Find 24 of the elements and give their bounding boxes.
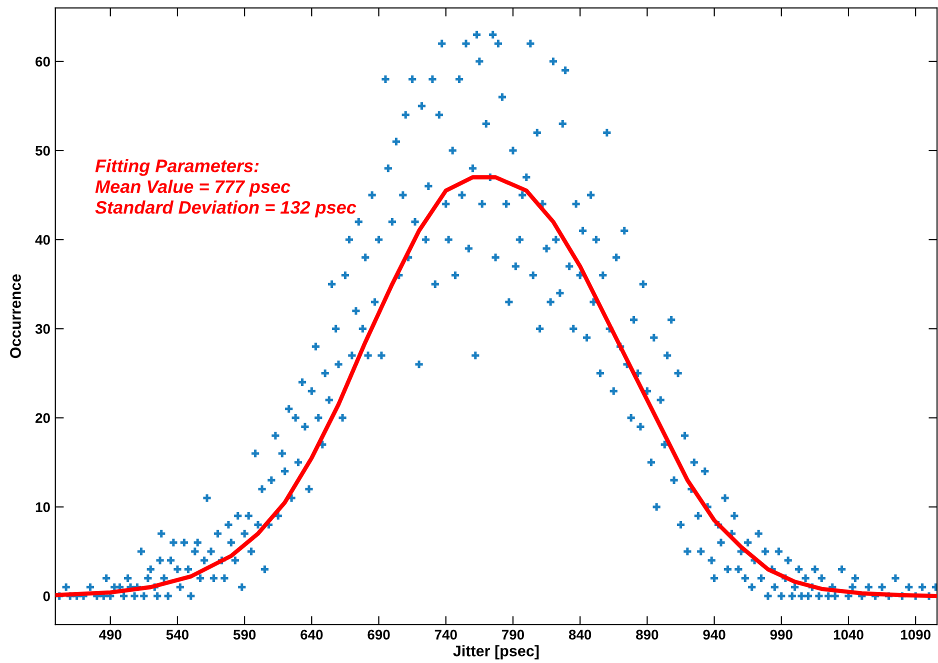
x-axis-title: Jitter [psec] <box>453 645 539 660</box>
x-tick-label: 990 <box>770 630 792 640</box>
y-tick-label: 0 <box>43 591 50 602</box>
annotation: Fitting Parameters: Mean Value = 777 psec Standard Deviation = 132 psec <box>95 159 356 218</box>
x-tick-label: 890 <box>636 630 658 640</box>
y-tick-label: 50 <box>35 146 50 156</box>
y-tick-label: 60 <box>36 56 50 67</box>
x-tick-label: 940 <box>703 630 726 640</box>
y-tick-label: 40 <box>35 234 50 245</box>
x-tick-label: 590 <box>233 630 256 640</box>
x-tick-label: 1090 <box>901 630 930 640</box>
x-tick-label: 490 <box>98 630 122 640</box>
x-tick-label: 840 <box>568 630 592 640</box>
y-tick-label: 20 <box>36 413 50 423</box>
y-tick-label: 30 <box>35 324 50 334</box>
x-tick-label: 540 <box>166 630 188 640</box>
x-tick-label: 640 <box>300 630 323 640</box>
x-tick-label: 790 <box>502 630 524 640</box>
x-tick-label: 690 <box>368 630 390 640</box>
y-tick-label: 10 <box>36 502 50 512</box>
x-tick-label: 1040 <box>834 630 864 640</box>
y-axis-title: Occurrence <box>10 274 21 358</box>
x-tick-label: 740 <box>434 630 457 640</box>
line-series <box>55 175 938 598</box>
